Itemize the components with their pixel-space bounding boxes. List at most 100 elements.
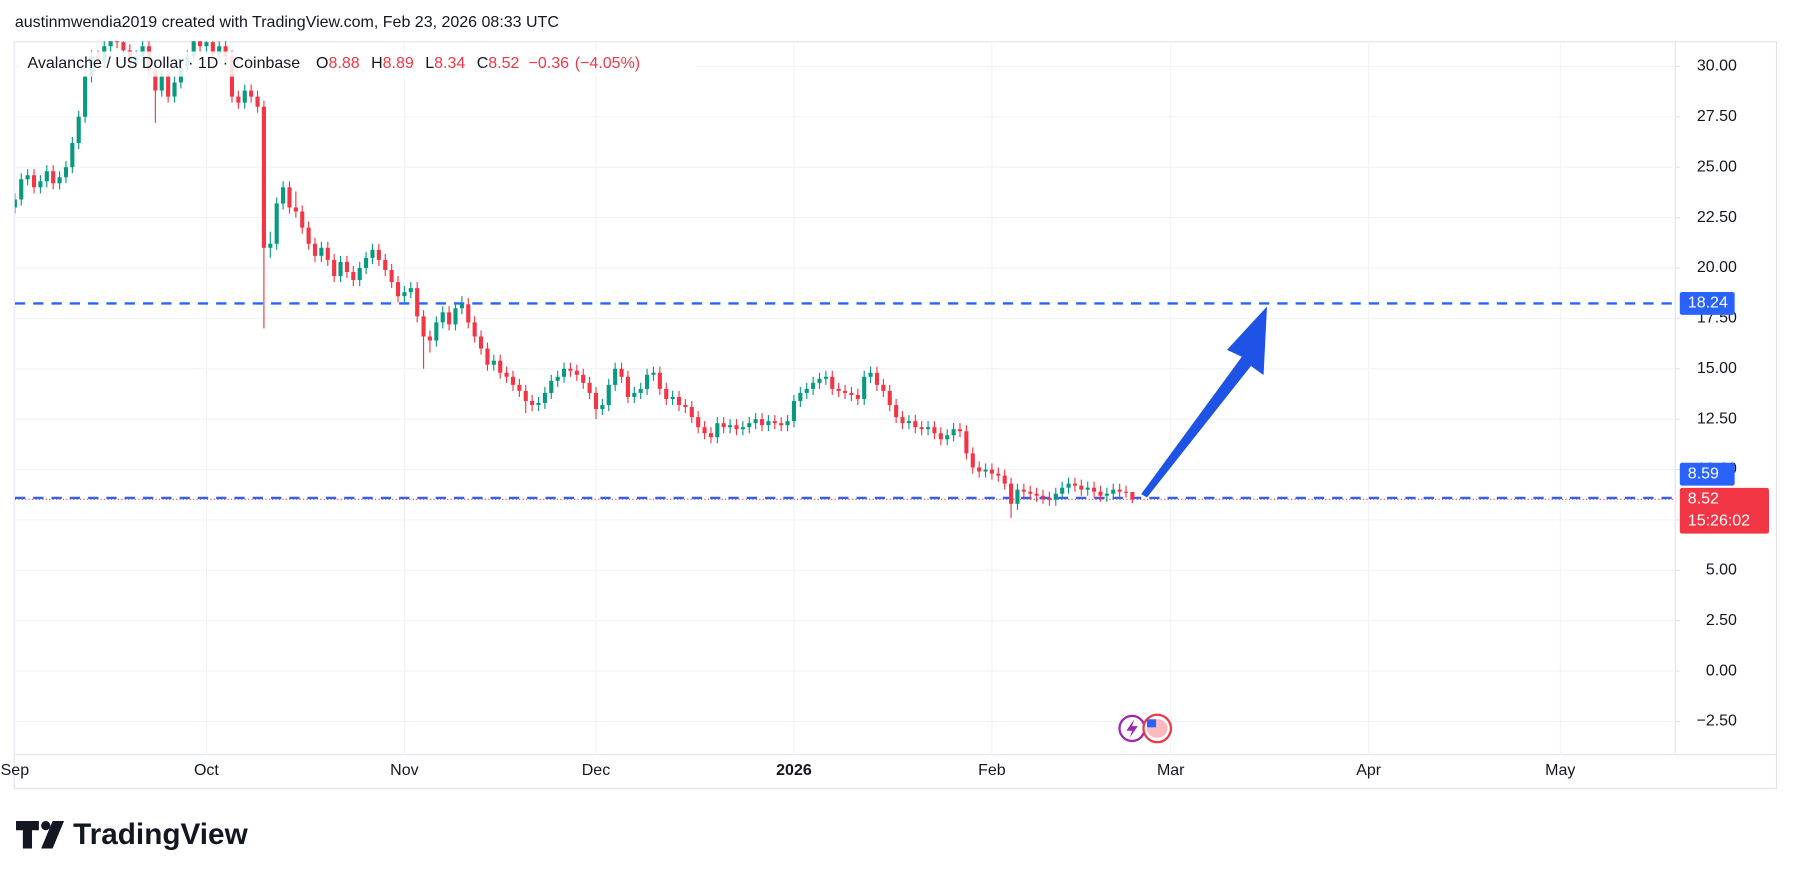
- candle-body: [702, 427, 707, 434]
- candle-body: [900, 417, 905, 424]
- candle-body: [83, 76, 88, 117]
- candle-body: [427, 336, 433, 341]
- legend: Avalanche / US Dollar · 1D · Coinbase O8…: [20, 51, 696, 77]
- candle-body: [217, 46, 222, 55]
- y-tick-label: 2.50: [1706, 612, 1737, 629]
- candle-body: [881, 384, 886, 391]
- candle-body: [44, 171, 49, 182]
- candle-body: [395, 282, 401, 297]
- candle-body: [172, 82, 177, 97]
- candle-body: [1034, 493, 1039, 496]
- x-tick-label: May: [1545, 762, 1575, 779]
- candle-body: [1021, 489, 1026, 492]
- candle-body: [447, 312, 452, 325]
- candle-body: [938, 433, 943, 440]
- candle-body: [689, 407, 694, 418]
- candle-body: [632, 392, 637, 397]
- candle-body: [1028, 491, 1033, 494]
- brand: TradingView: [16, 818, 249, 851]
- candle-body: [1002, 475, 1007, 484]
- x-tick-label: Oct: [194, 762, 219, 779]
- candle-body: [747, 423, 752, 428]
- candle-body: [945, 435, 950, 440]
- candle-body: [1060, 487, 1065, 494]
- candle-body: [708, 433, 713, 438]
- y-tick-label: 25.00: [1697, 158, 1737, 175]
- candle-body: [300, 211, 305, 228]
- legend-value: 8.89: [383, 55, 414, 72]
- candle-body: [261, 106, 266, 248]
- candle-body: [676, 396, 682, 406]
- x-tick-label: Dec: [582, 762, 610, 779]
- candle-body: [255, 96, 260, 107]
- candle-body: [996, 473, 1001, 476]
- brand-name: TradingView: [73, 818, 248, 851]
- y-tick-label: −2.50: [1696, 713, 1737, 730]
- price-badge: [1679, 291, 1735, 315]
- candle-body: [1123, 491, 1129, 493]
- candle-body: [274, 203, 279, 244]
- countdown-label: 15:26:02: [1688, 512, 1750, 529]
- candle-body: [210, 42, 215, 55]
- candle-body: [14, 199, 17, 208]
- candle-body: [600, 405, 605, 410]
- candle-body: [855, 394, 860, 399]
- candle-body: [759, 419, 765, 426]
- event-icon-bolt: [1126, 719, 1138, 738]
- candle-body: [593, 392, 599, 410]
- candle-body: [153, 70, 158, 91]
- candle-body: [344, 261, 349, 272]
- candle-body: [964, 431, 969, 454]
- candle-body: [415, 288, 420, 317]
- candle-body: [683, 405, 688, 408]
- y-tick-label: 27.50: [1697, 108, 1737, 125]
- x-tick-label: Mar: [1157, 762, 1185, 779]
- candle-body: [779, 423, 784, 426]
- candle-body: [466, 304, 471, 323]
- candle-body: [498, 360, 503, 373]
- candle-body: [1066, 483, 1071, 488]
- candle-body: [1079, 485, 1084, 490]
- x-tick-label: Sep: [1, 762, 30, 779]
- candle-body: [587, 382, 592, 393]
- y-tick-label: 22.50: [1697, 209, 1737, 226]
- price-badge-label: 18.24: [1688, 295, 1728, 312]
- candle-body: [485, 348, 490, 365]
- candle-body: [19, 179, 24, 200]
- candle-body: [191, 41, 196, 57]
- candle-body: [1009, 483, 1014, 504]
- candle-body: [1015, 489, 1020, 504]
- candle-body: [830, 376, 835, 389]
- candle-body: [287, 187, 292, 208]
- brand-logo: [16, 821, 39, 849]
- candle-body: [951, 429, 956, 436]
- candle-body: [740, 427, 745, 430]
- candle-body: [619, 368, 624, 377]
- legend-background: [20, 51, 696, 77]
- legend-value: L: [425, 55, 434, 72]
- candle-body: [874, 372, 880, 385]
- candle-body: [581, 374, 586, 383]
- legend-value: H: [371, 55, 383, 72]
- candle-body: [338, 261, 343, 277]
- candle-body: [51, 171, 56, 184]
- candle-body: [517, 384, 522, 391]
- candle-body: [817, 378, 822, 383]
- candle-body: [357, 267, 362, 281]
- legend-value: 8.88: [329, 55, 360, 72]
- up-arrow: [1141, 306, 1267, 498]
- brand-logo: [41, 821, 65, 849]
- candle-body: [772, 421, 777, 424]
- candle-body: [351, 271, 356, 281]
- candle-body: [823, 376, 828, 379]
- y-tick-label: 12.50: [1697, 410, 1737, 427]
- candle-body: [510, 376, 516, 385]
- legend-value: C: [477, 55, 489, 72]
- candle-body: [114, 41, 120, 43]
- candle-body: [862, 376, 867, 399]
- candle-body: [325, 247, 330, 260]
- brand-logo: [41, 821, 51, 831]
- candle-body: [198, 41, 203, 47]
- candle-body: [281, 187, 286, 204]
